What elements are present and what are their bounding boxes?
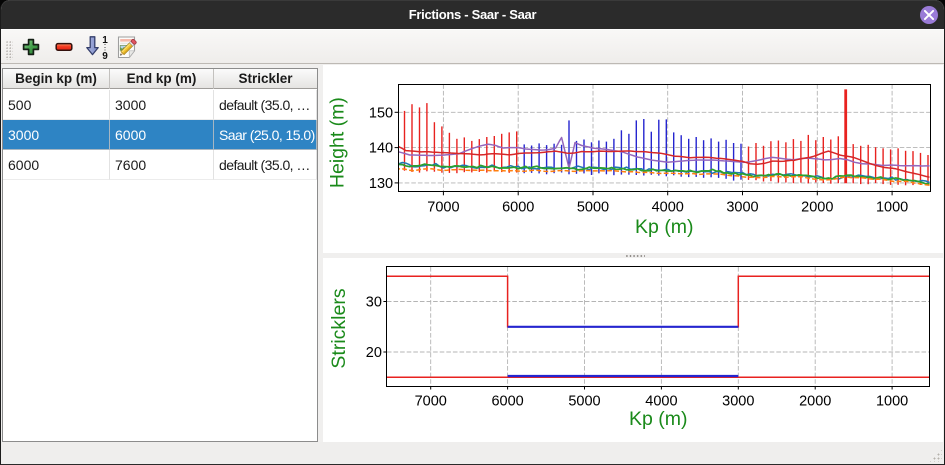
svg-text:6000: 6000 [491, 394, 523, 410]
svg-text:Kp (m): Kp (m) [635, 216, 694, 238]
svg-text:2000: 2000 [801, 199, 833, 215]
svg-text:3000: 3000 [726, 199, 758, 215]
svg-text:1000: 1000 [876, 199, 908, 215]
svg-text:5000: 5000 [568, 394, 600, 410]
svg-text:1000: 1000 [876, 394, 908, 410]
svg-text:2000: 2000 [799, 394, 831, 410]
svg-text:Height (m): Height (m) [327, 97, 349, 188]
svg-text:7000: 7000 [415, 394, 447, 410]
svg-text:20: 20 [366, 345, 382, 361]
svg-text:3000: 3000 [722, 394, 754, 410]
svg-text:140: 140 [369, 141, 393, 157]
svg-text:4000: 4000 [645, 394, 677, 410]
svg-text:Kp (m): Kp (m) [629, 408, 688, 430]
svg-text:5000: 5000 [577, 199, 609, 215]
svg-text:Stricklers: Stricklers [328, 288, 350, 368]
svg-text:30: 30 [366, 295, 382, 311]
svg-text:7000: 7000 [427, 199, 459, 215]
svg-text:4000: 4000 [652, 199, 684, 215]
svg-text:130: 130 [369, 176, 393, 192]
svg-text:6000: 6000 [502, 199, 534, 215]
svg-text:150: 150 [369, 105, 393, 121]
